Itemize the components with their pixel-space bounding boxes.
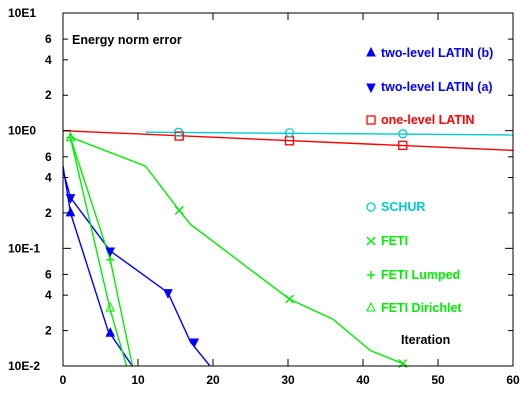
legend-marker-feti-lumped: [367, 271, 375, 279]
x-tick-label: 0: [60, 373, 67, 387]
y-tick-label: 10E-2: [8, 359, 40, 373]
legend-marker-two-level-latin-b: [366, 46, 376, 57]
data-point-feti-stroke: [285, 294, 294, 304]
series-line-two-level-latin-a: [63, 170, 211, 366]
x-tick-label: 20: [206, 373, 220, 387]
y-tick-label: 6: [45, 267, 52, 281]
series-line-feti: [70, 136, 408, 366]
data-point-two-level-latin-a: [65, 194, 76, 204]
legend-marker-feti: [366, 236, 376, 246]
y-tick-label: 6: [45, 32, 52, 46]
legend-label-schur: SCHUR: [381, 200, 425, 214]
data-point-two-level-latin-b: [65, 206, 76, 217]
legend-label-one-level-latin: one-level LATIN: [381, 113, 475, 127]
series-line-schur: [145, 131, 513, 136]
series-line-one-level-latin: [63, 129, 513, 152]
y-tick-label: 10E1: [8, 6, 36, 20]
legend-marker-feti-stroke: [366, 236, 376, 246]
x-tick-label: 40: [356, 373, 370, 387]
chart-title: Energy norm error: [72, 33, 182, 47]
data-point-feti-stroke: [174, 205, 184, 215]
data-point-one-level-latin: [174, 131, 184, 141]
data-point-feti: [285, 294, 294, 304]
legend-marker-feti-dirichlet: [366, 301, 376, 312]
data-point-feti: [174, 205, 184, 215]
data-point-feti-dirichlet: [65, 131, 76, 142]
data-point-feti-lumped: [106, 255, 115, 264]
data-point-schur: [284, 128, 295, 138]
data-point-two-level-latin-a: [163, 289, 173, 299]
data-point-two-level-latin-b: [105, 327, 116, 337]
data-point-feti-dirichlet: [105, 302, 116, 312]
legend-label-feti: FETI: [381, 234, 408, 248]
legend-label-feti-lumped: FETI Lumped: [381, 268, 460, 282]
x-tick-label: 30: [281, 373, 295, 387]
legend-label-two-level-latin-a: two-level LATIN (a): [381, 80, 493, 94]
y-tick-label: 2: [45, 324, 52, 338]
x-tick-label: 10: [131, 373, 145, 387]
y-tick-label: 10E0: [8, 124, 36, 138]
series-line-feti-lumped: [69, 137, 134, 366]
data-point-two-level-latin-a: [105, 247, 116, 258]
legend-label-two-level-latin-b: two-level LATIN (b): [381, 46, 493, 60]
data-point-one-level-latin: [398, 140, 408, 151]
y-tick-label: 6: [45, 150, 52, 164]
y-tick-label: 4: [45, 170, 52, 184]
x-tick-label: 60: [506, 373, 520, 387]
legend-marker-one-level-latin: [366, 115, 376, 125]
x-tick-label: 50: [431, 373, 445, 387]
data-point-schur: [173, 127, 184, 137]
y-tick-label: 2: [45, 88, 52, 102]
y-tick-label: 4: [45, 288, 52, 302]
series-line-feti-dirichlet: [69, 137, 128, 366]
legend-marker-schur: [366, 202, 376, 212]
legend-label-feti-dirichlet: FETI Dirichlet: [381, 301, 462, 315]
y-tick-label: 4: [45, 53, 52, 67]
legend-marker-two-level-latin-a: [366, 83, 376, 94]
data-point-two-level-latin-a: [189, 338, 200, 349]
x-axis-label: Iteration: [401, 333, 450, 347]
data-point-schur: [398, 129, 408, 139]
y-tick-label: 2: [45, 206, 52, 220]
y-tick-label: 10E-1: [8, 241, 40, 255]
